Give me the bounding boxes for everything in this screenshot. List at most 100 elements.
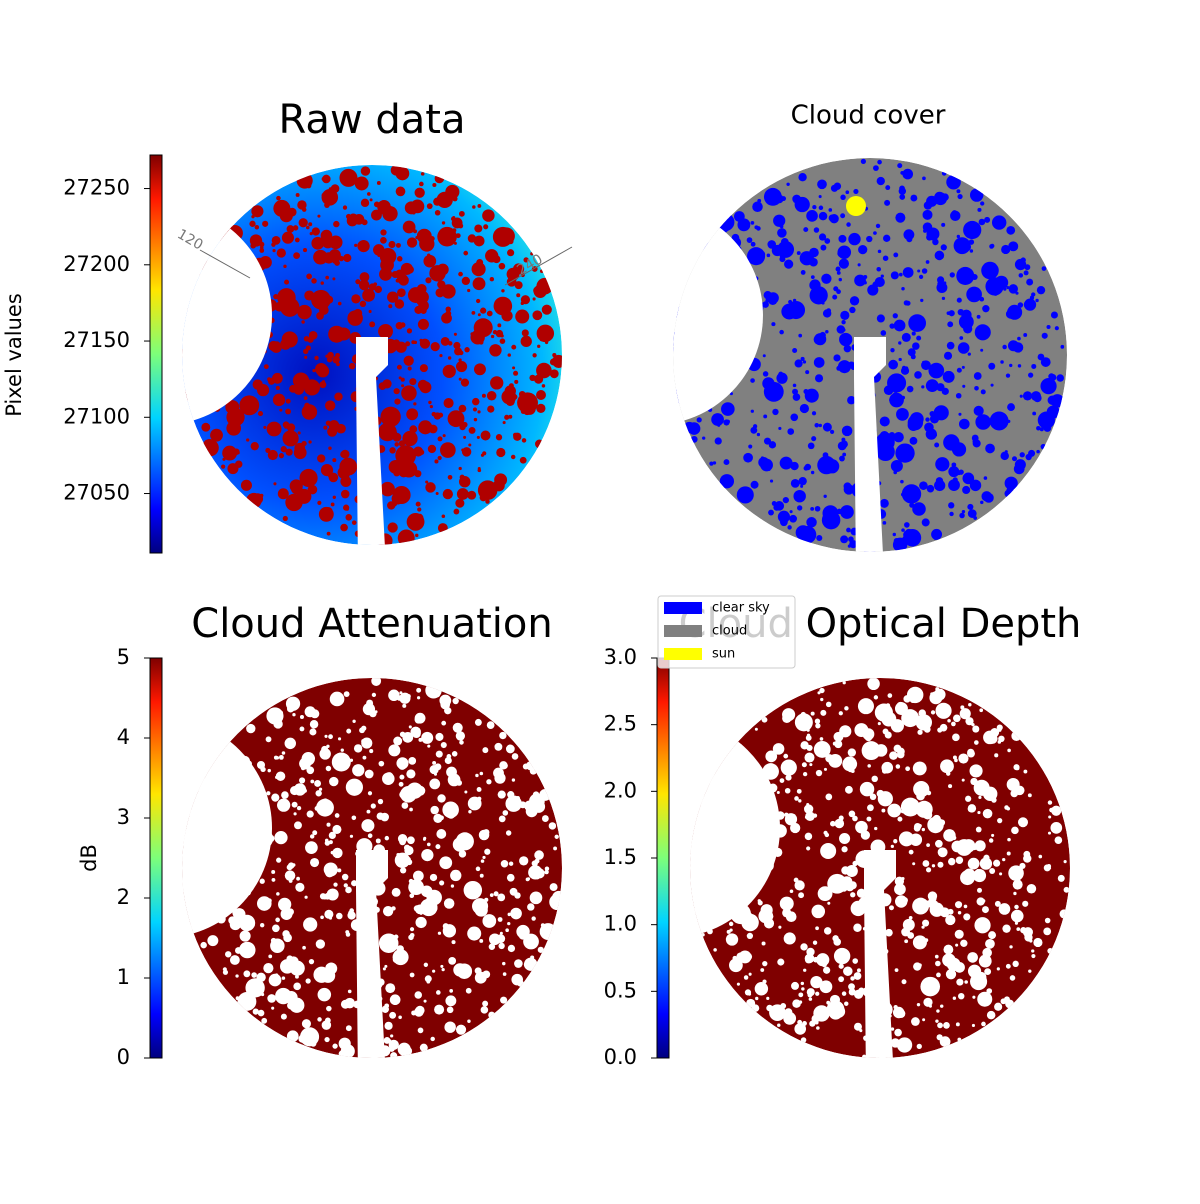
sky-spot	[812, 956, 819, 963]
sky-spot	[310, 1040, 317, 1047]
sky-spot	[992, 290, 999, 296]
sky-spot	[846, 222, 851, 227]
sky-spot	[789, 889, 794, 894]
sky-spot	[305, 225, 310, 230]
sky-spot	[842, 681, 846, 685]
sky-spot	[364, 769, 374, 779]
sky-spot	[243, 970, 251, 978]
sky-spot	[719, 474, 735, 489]
sky-spot	[401, 802, 409, 809]
sky-spot	[340, 449, 350, 459]
sky-spot	[300, 381, 306, 387]
sky-spot	[452, 722, 463, 733]
sky-spot	[322, 197, 327, 202]
sky-spot	[1032, 411, 1037, 416]
sky-spot	[281, 976, 286, 980]
sky-spot	[373, 282, 378, 287]
sky-spot	[472, 205, 476, 209]
sky-spot	[910, 495, 918, 503]
sky-spot	[414, 904, 425, 915]
sky-spot	[817, 691, 821, 695]
sky-spot	[889, 392, 904, 408]
sky-spot	[475, 866, 481, 872]
sky-spot	[841, 425, 853, 437]
sky-spot	[776, 791, 780, 795]
sky-spot	[359, 727, 365, 734]
sky-spot	[378, 933, 399, 954]
sky-spot	[341, 873, 349, 881]
sky-spot	[380, 258, 394, 272]
sky-spot	[784, 1008, 793, 1017]
sky-spot	[818, 205, 824, 211]
sky-spot	[488, 943, 496, 950]
sky-spot	[709, 461, 714, 466]
sky-spot	[435, 492, 439, 496]
sky-spot	[967, 857, 980, 870]
sky-spot	[978, 795, 982, 800]
sky-spot	[760, 458, 773, 472]
sky-spot	[519, 456, 527, 464]
sky-spot	[347, 989, 352, 994]
sky-spot	[725, 419, 730, 424]
sky-spot	[957, 193, 963, 200]
sky-spot	[286, 705, 295, 713]
sky-spot	[496, 447, 506, 458]
sky-spot	[901, 709, 920, 728]
sky-spot	[277, 488, 289, 500]
sky-spot	[400, 322, 406, 328]
sky-spot	[492, 226, 513, 247]
sky-spot	[918, 963, 922, 967]
legend-swatch	[664, 625, 702, 637]
sky-spot	[315, 939, 326, 949]
sky-spot	[481, 393, 486, 398]
sky-spot	[393, 431, 398, 435]
sky-spot	[338, 1050, 346, 1058]
sky-spot	[286, 864, 293, 871]
sky-spot	[947, 718, 951, 723]
sky-spot	[226, 425, 233, 431]
sky-spot	[343, 691, 350, 698]
sky-spot	[437, 455, 442, 461]
sky-spot	[976, 897, 985, 906]
sky-spot	[345, 1025, 352, 1032]
sky-spot	[541, 304, 552, 315]
sky-spot	[1033, 937, 1043, 948]
sky-spot	[924, 422, 934, 433]
sky-spot	[969, 188, 984, 202]
sky-spot	[407, 836, 415, 845]
sky-spot	[427, 253, 431, 257]
sky-spot	[553, 846, 558, 851]
sky-spot	[475, 298, 481, 304]
sky-spot	[497, 323, 502, 328]
sky-spot	[883, 385, 894, 396]
sky-spot	[794, 880, 805, 891]
sky-spot	[936, 383, 945, 392]
sky-spot	[536, 362, 552, 379]
sky-spot	[952, 755, 957, 760]
sky-spot	[355, 279, 361, 285]
sky-spot	[821, 273, 832, 284]
sky-spot	[1022, 391, 1033, 401]
sky-spot	[964, 980, 968, 984]
horizon-bite	[673, 205, 763, 425]
sky-spot	[887, 809, 893, 814]
sky-spot	[820, 842, 837, 860]
sky-spot	[489, 893, 494, 897]
sky-spot	[382, 772, 395, 785]
sky-spot	[949, 272, 955, 278]
sky-spot	[378, 760, 385, 767]
sky-spot	[251, 972, 257, 978]
sky-spot	[807, 745, 812, 750]
sky-spot	[793, 877, 799, 883]
sky-spot	[777, 240, 795, 258]
sky-spot	[746, 932, 754, 940]
sky-spot	[909, 502, 915, 508]
sky-spot	[349, 758, 354, 762]
sky-spot	[784, 812, 789, 817]
sky-spot	[429, 765, 439, 775]
sky-spot	[1029, 939, 1033, 943]
sky-spot	[940, 244, 947, 251]
sky-spot	[256, 384, 270, 397]
sky-spot	[306, 183, 312, 189]
